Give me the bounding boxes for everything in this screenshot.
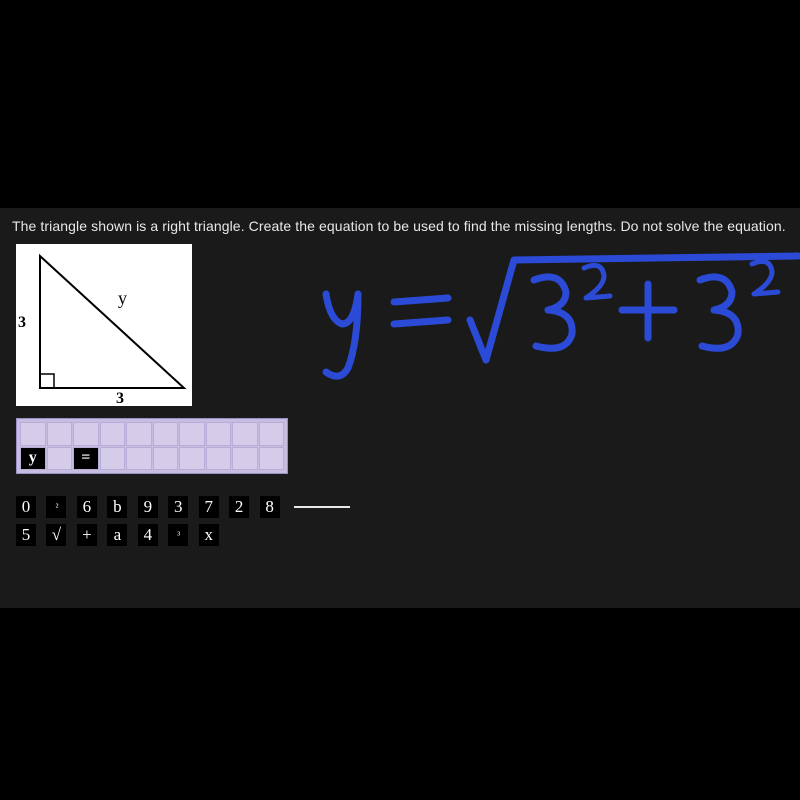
grid-cell[interactable]: [73, 422, 99, 446]
tile-9[interactable]: 9: [138, 496, 158, 518]
tile-4[interactable]: 4: [138, 524, 158, 546]
tile-row-1: 0 ² 6 b 9 3 7 2 8: [16, 496, 350, 518]
grid-cell[interactable]: [259, 422, 285, 446]
fraction-bar-icon[interactable]: [294, 506, 350, 508]
answer-grid[interactable]: y =: [16, 418, 288, 474]
tile-6[interactable]: 6: [77, 496, 97, 518]
tile-x[interactable]: x: [199, 524, 219, 546]
tile-row-2: 5 √ + a 4 ³ x: [16, 524, 225, 546]
grid-cell[interactable]: [179, 422, 205, 446]
grid-cell[interactable]: [126, 447, 152, 471]
tile-3[interactable]: 3: [168, 496, 188, 518]
grid-cell[interactable]: [232, 422, 258, 446]
tile-sqrt[interactable]: √: [46, 524, 66, 546]
triangle-figure: y 3 3: [16, 244, 192, 406]
tile-sq[interactable]: ²: [46, 496, 66, 518]
triangle-svg: [16, 244, 192, 406]
tile-0[interactable]: 0: [16, 496, 36, 518]
tile-8[interactable]: 8: [260, 496, 280, 518]
prompt-text: The triangle shown is a right triangle. …: [12, 218, 786, 234]
tile-2[interactable]: 2: [229, 496, 249, 518]
lesson-panel: The triangle shown is a right triangle. …: [0, 208, 800, 608]
tile-plus[interactable]: +: [77, 524, 97, 546]
grid-cell-eq[interactable]: =: [73, 447, 99, 471]
tile-b[interactable]: b: [107, 496, 127, 518]
grid-cell-y[interactable]: y: [20, 447, 46, 471]
grid-cell[interactable]: [206, 422, 232, 446]
grid-cell[interactable]: [153, 447, 179, 471]
hypotenuse-label: y: [118, 288, 127, 309]
grid-cell[interactable]: [153, 422, 179, 446]
grid-cell[interactable]: [47, 422, 73, 446]
tile-5[interactable]: 5: [16, 524, 36, 546]
grid-cell[interactable]: [259, 447, 285, 471]
grid-cell[interactable]: [232, 447, 258, 471]
bottom-leg-label: 3: [116, 390, 124, 408]
grid-cell[interactable]: [126, 422, 152, 446]
grid-cell[interactable]: [179, 447, 205, 471]
grid-cell[interactable]: [100, 447, 126, 471]
grid-cell[interactable]: [47, 447, 73, 471]
grid-cell[interactable]: [100, 422, 126, 446]
grid-cell[interactable]: [20, 422, 46, 446]
left-leg-label: 3: [18, 314, 26, 332]
tile-7[interactable]: 7: [199, 496, 219, 518]
grid-cell[interactable]: [206, 447, 232, 471]
tile-cube[interactable]: ³: [168, 524, 188, 546]
answer-grid-inner: y =: [20, 422, 284, 470]
tile-a[interactable]: a: [107, 524, 127, 546]
handwritten-equation: [308, 242, 800, 392]
